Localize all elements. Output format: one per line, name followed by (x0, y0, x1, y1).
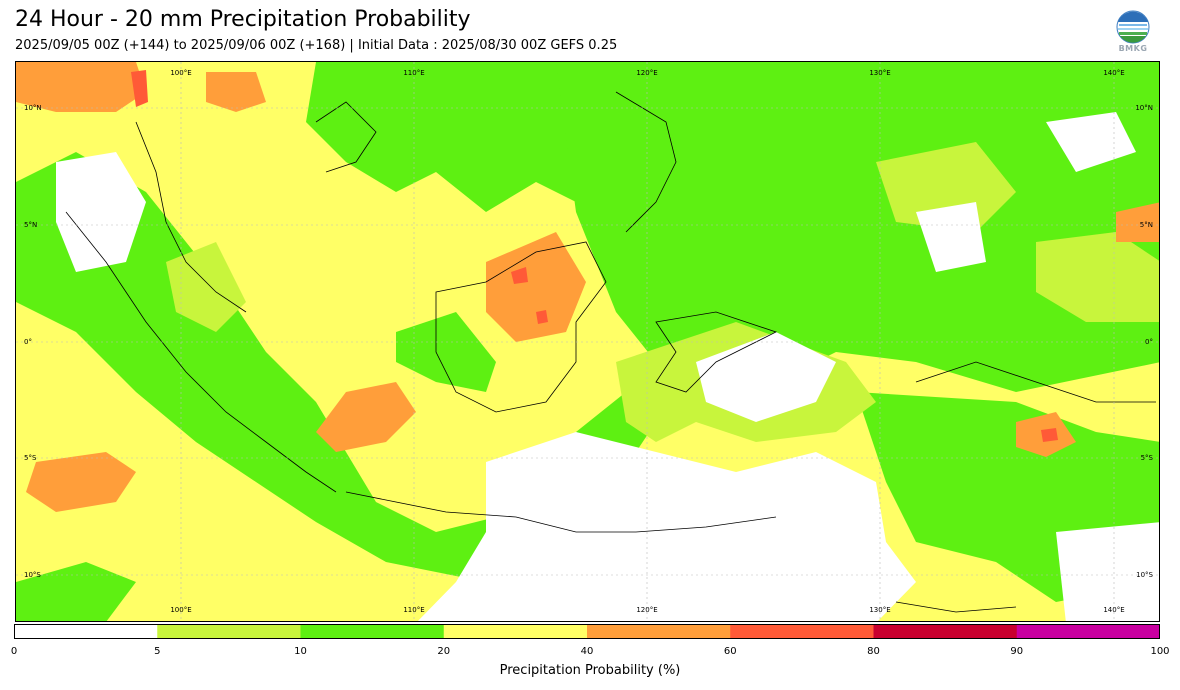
lat-label: 10°S (1136, 571, 1153, 579)
colorbar-tick-label: 40 (580, 646, 594, 657)
chart-title: 24 Hour - 20 mm Precipitation Probabilit… (15, 7, 471, 32)
lon-label: 120°E (636, 606, 657, 614)
colorbar-tick-label: 5 (154, 646, 161, 657)
lon-label: 120°E (636, 69, 657, 77)
colorbar-segment (1016, 624, 1160, 639)
lon-label: 140°E (1103, 606, 1124, 614)
red-60-80-areas (131, 70, 1058, 442)
orange-40-60-areas (16, 62, 1159, 512)
colorbar-tick-label: 100 (1150, 646, 1170, 657)
colorbar-tick-label: 10 (294, 646, 307, 657)
bmkg-logo-icon: BMKG (1114, 10, 1152, 56)
lat-label: 10°S (24, 571, 41, 579)
lat-label: 10°N (24, 104, 42, 112)
lat-label: 0° (24, 338, 32, 346)
logo-text: BMKG (1118, 44, 1148, 53)
chart-subtitle: 2025/09/05 00Z (+144) to 2025/09/06 00Z … (15, 38, 618, 53)
latitude-labels-left: 10°N 5°N 0° 5°S 10°S (24, 104, 42, 579)
colorbar-tick-label: 80 (867, 646, 880, 657)
lat-label: 5°S (24, 454, 37, 462)
colorbar-segment (300, 624, 445, 639)
colorbar-segment (14, 624, 158, 639)
lat-label: 5°N (24, 221, 37, 229)
colorbar-segment (157, 624, 301, 639)
colorbar-tick-label: 60 (723, 646, 737, 657)
lat-label: 5°N (1140, 221, 1153, 229)
colorbar-segment (443, 624, 588, 639)
colorbar (14, 624, 1160, 639)
colorbar-tick-label: 20 (437, 646, 451, 657)
lat-label: 10°N (1135, 104, 1153, 112)
lon-label: 110°E (403, 69, 424, 77)
colorbar-border (14, 624, 1160, 639)
lon-label: 130°E (869, 69, 890, 77)
lat-label: 0° (1145, 338, 1153, 346)
colorbar-title: Precipitation Probability (%) (499, 663, 681, 678)
lon-label: 100°E (170, 606, 191, 614)
latitude-labels-right: 10°N 5°N 0° 5°S 10°S (1135, 104, 1153, 579)
colorbar-tick-label: 90 (1010, 646, 1024, 657)
colorbar-segment (873, 624, 1018, 639)
lon-label: 110°E (403, 606, 424, 614)
longitude-labels-top: 100°E 110°E 120°E 130°E 140°E (170, 69, 1124, 77)
longitude-labels-bottom: 100°E 110°E 120°E 130°E 140°E (170, 606, 1124, 614)
colorbar-segment (730, 624, 874, 639)
colorbar-tick-label: 0 (10, 646, 18, 657)
lon-label: 140°E (1103, 69, 1124, 77)
lat-label: 5°S (1141, 454, 1154, 462)
precipitation-map: 100°E 110°E 120°E 130°E 140°E 100°E 110°… (15, 61, 1160, 622)
lon-label: 100°E (170, 69, 191, 77)
graticule (16, 62, 1159, 621)
colorbar-segment (587, 624, 731, 639)
lon-label: 130°E (869, 606, 890, 614)
coastlines (65, 91, 1156, 613)
